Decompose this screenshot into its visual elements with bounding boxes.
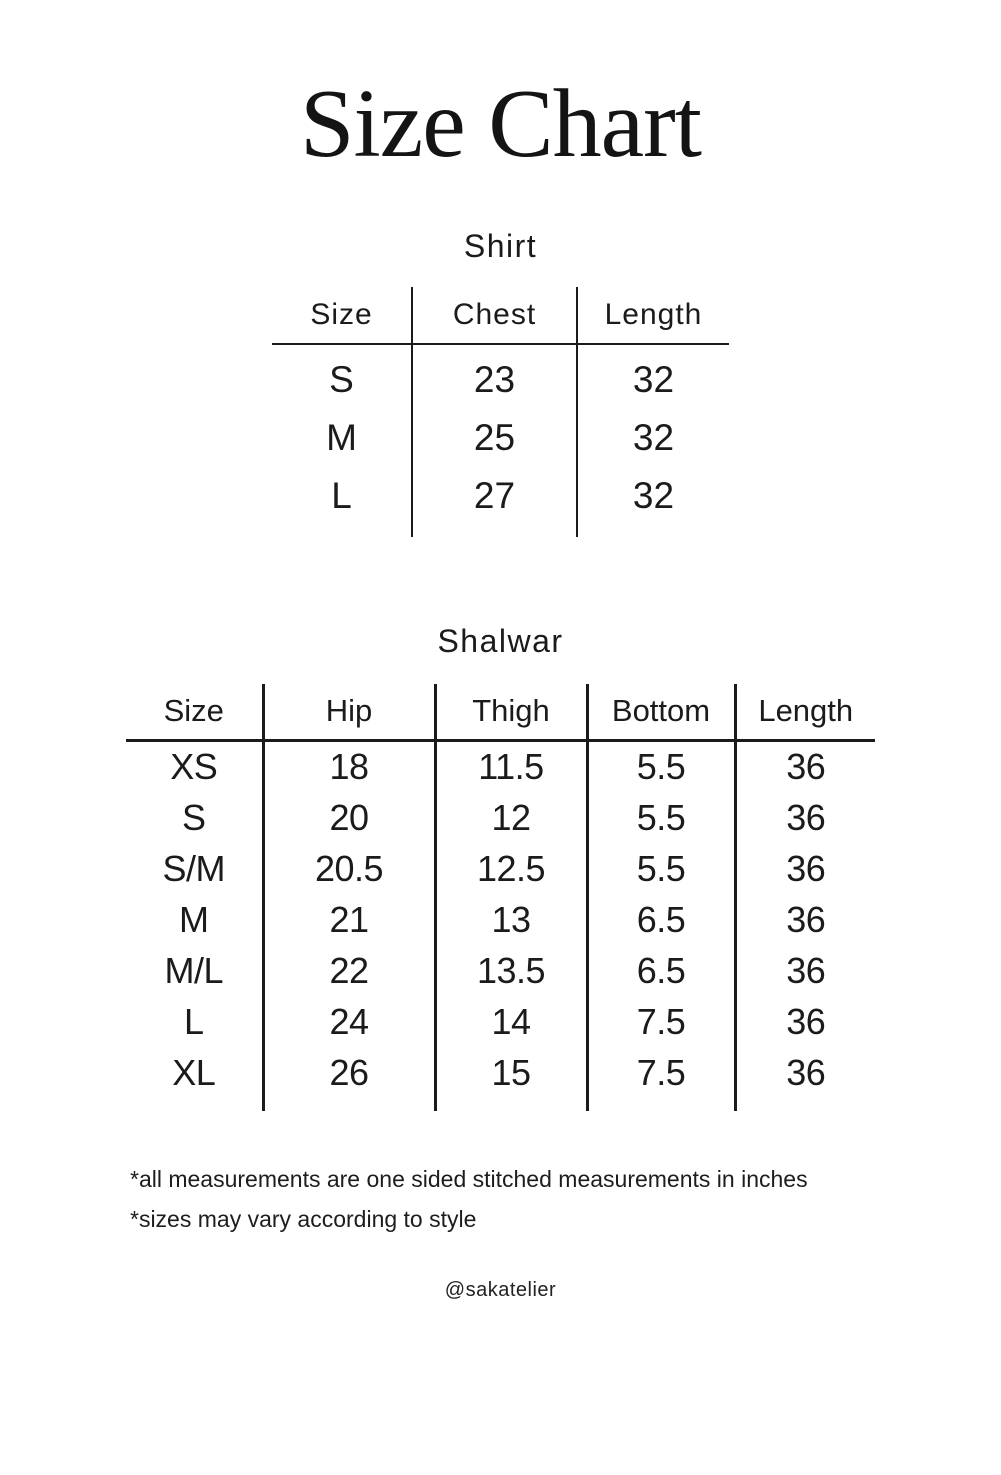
table-cell: 5.5 xyxy=(587,843,737,895)
shalwar-header-row: Size Hip Thigh Bottom Length xyxy=(126,683,875,742)
shirt-column-header-chest: Chest xyxy=(412,286,578,345)
table-cell: 20 xyxy=(263,792,437,844)
table-cell: M xyxy=(126,894,265,946)
shirt-header-row: Size Chest Length xyxy=(272,286,729,345)
table-row: XS 18 11.5 5.5 36 xyxy=(126,740,875,793)
table-cell: 13.5 xyxy=(435,945,589,997)
table-cell: 32 xyxy=(632,358,675,400)
shalwar-column-header-length: Length xyxy=(735,683,875,742)
table-cell: XS xyxy=(126,740,265,793)
shirt-column-header-size: Size xyxy=(272,286,413,345)
table-cell: 13 xyxy=(435,894,589,946)
table-cell: L xyxy=(126,996,265,1048)
table-row: L 27 32 xyxy=(272,466,729,537)
table-row: S/M 20.5 12.5 5.5 36 xyxy=(126,843,875,895)
table-cell: 6.5 xyxy=(587,945,737,997)
table-row: S 23 32 xyxy=(272,343,729,409)
table-cell: 24 xyxy=(263,996,437,1048)
footnotes: *all measurements are one sided stitched… xyxy=(130,1159,1001,1239)
shalwar-section: Shalwar Size Hip Thigh Bottom Length XS … xyxy=(0,623,1001,1111)
table-cell: 36 xyxy=(786,797,826,839)
table-cell: 23 xyxy=(412,343,578,409)
brand-handle: @sakatelier xyxy=(444,1278,557,1301)
table-cell: 18 xyxy=(263,740,437,793)
table-cell: M xyxy=(272,408,413,467)
page-title: Size Chart xyxy=(300,70,702,178)
table-cell: 5.5 xyxy=(587,740,737,793)
table-cell: 22 xyxy=(263,945,437,997)
table-cell: 36 xyxy=(786,1001,826,1043)
table-cell: L xyxy=(272,466,413,537)
shalwar-column-header-thigh: Thigh xyxy=(435,683,589,742)
table-cell: M/L xyxy=(126,945,265,997)
table-cell: S xyxy=(126,792,265,844)
table-cell: 7.5 xyxy=(587,996,737,1048)
table-cell: 12 xyxy=(435,792,589,844)
table-row: L 24 14 7.5 36 xyxy=(126,996,875,1048)
table-cell: 32 xyxy=(632,474,675,516)
table-cell: 21 xyxy=(263,894,437,946)
table-cell: 15 xyxy=(435,1047,589,1111)
table-cell: 36 xyxy=(786,1052,826,1094)
table-cell: 25 xyxy=(412,408,578,467)
table-cell: 27 xyxy=(412,466,578,537)
table-cell: XL xyxy=(126,1047,265,1111)
table-cell: 36 xyxy=(786,950,826,992)
shirt-heading: Shirt xyxy=(463,227,538,264)
size-chart-page: Size Chart Shirt Size Chest Length S 23 … xyxy=(0,70,1001,1475)
table-cell: 12.5 xyxy=(435,843,589,895)
table-cell: 5.5 xyxy=(587,792,737,844)
table-row: S 20 12 5.5 36 xyxy=(126,792,875,844)
table-row: M 25 32 xyxy=(272,408,729,467)
table-cell: 36 xyxy=(786,746,826,788)
table-row: M/L 22 13.5 6.5 36 xyxy=(126,945,875,997)
table-cell: 26 xyxy=(263,1047,437,1111)
shalwar-column-header-size: Size xyxy=(126,683,265,742)
table-cell: 20.5 xyxy=(263,843,437,895)
table-cell: 11.5 xyxy=(435,740,589,793)
table-cell: 6.5 xyxy=(587,894,737,946)
table-cell: 7.5 xyxy=(587,1047,737,1111)
footnote-size-variance: *sizes may vary according to style xyxy=(130,1205,477,1232)
shirt-section: Shirt Size Chest Length S 23 32 M xyxy=(0,228,1001,537)
table-row: M 21 13 6.5 36 xyxy=(126,894,875,946)
shalwar-column-header-bottom: Bottom xyxy=(587,683,737,742)
shalwar-table: Size Hip Thigh Bottom Length XS 18 11.5 … xyxy=(126,683,875,1111)
table-cell: 32 xyxy=(632,416,675,458)
table-row: XL 26 15 7.5 36 xyxy=(126,1047,875,1111)
shirt-column-header-length: Length xyxy=(577,286,729,345)
shalwar-column-header-hip: Hip xyxy=(263,683,437,742)
table-cell: 14 xyxy=(435,996,589,1048)
table-cell: 36 xyxy=(786,899,826,941)
shirt-table: Size Chest Length S 23 32 M 25 32 L xyxy=(272,286,729,537)
table-cell: S xyxy=(272,343,413,409)
table-cell: 36 xyxy=(786,848,826,890)
footnote-measurements: *all measurements are one sided stitched… xyxy=(130,1165,808,1192)
shalwar-heading: Shalwar xyxy=(437,622,564,659)
table-cell: S/M xyxy=(126,843,265,895)
